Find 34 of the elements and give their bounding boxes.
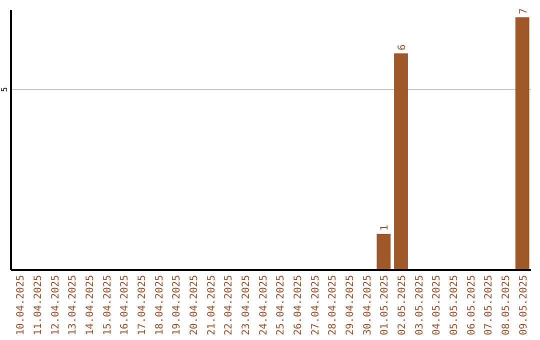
x-tick-label: 08.05.2025 [501,275,512,336]
x-tick-label: 29.04.2025 [345,275,356,336]
data-label: 6 [397,44,408,50]
x-tick-label: 20.04.2025 [189,275,200,336]
x-tick-label: 18.04.2025 [154,275,166,336]
x-tick-label: 27.04.2025 [310,275,322,336]
x-tick-label: 17.04.2025 [137,275,148,336]
x-tick-label: 24.04.2025 [258,275,270,336]
x-tick-label: 09.05.2025 [518,275,530,336]
x-tick-label: 19.04.2025 [172,275,183,336]
x-tick-label: 10.04.2025 [16,275,27,336]
x-tick-label: 26.04.2025 [293,275,304,336]
x-tick-label: 05.05.2025 [449,275,460,336]
x-tick-label: 25.04.2025 [276,275,287,336]
data-label: 7 [518,8,530,14]
data-label: 1 [380,224,391,231]
x-tick-label: 01.05.2025 [380,275,391,336]
x-tick-label: 02.05.2025 [397,275,408,336]
x-tick-label: 30.04.2025 [362,275,374,336]
x-tick-label: 13.04.2025 [68,275,79,336]
x-tick-label: 28.04.2025 [328,275,339,336]
x-tick-label: 16.04.2025 [120,275,131,336]
x-tick-label: 21.04.2025 [206,275,218,336]
x-tick-label: 22.04.2025 [224,275,235,336]
x-tick-label: 23.04.2025 [241,275,252,336]
x-tick-label: 07.05.2025 [484,275,495,336]
x-tick-label: 03.05.2025 [414,275,426,336]
x-tick-label: 14.04.2025 [85,275,96,336]
x-tick-label: 04.05.2025 [432,275,443,336]
x-tick-label: 11.04.2025 [33,275,44,336]
x-tick-label: 06.05.2025 [466,275,478,336]
x-tick-label: 15.04.2025 [102,275,114,336]
x-tick-label: 12.04.2025 [50,275,62,336]
y-tick-label: 5 [0,86,9,92]
